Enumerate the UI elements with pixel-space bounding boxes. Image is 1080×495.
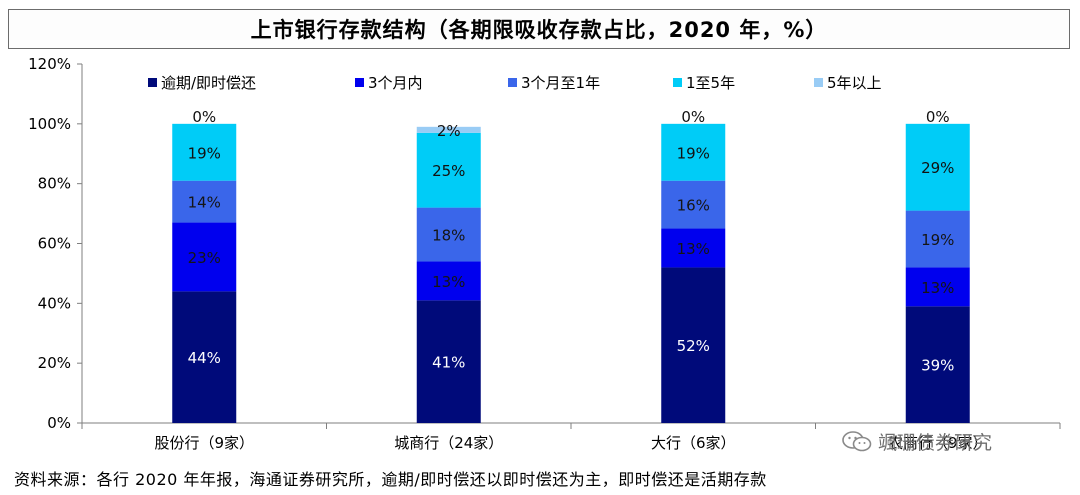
data-label: 23% (188, 249, 221, 267)
legend-label: 5年以上 (827, 74, 882, 92)
legend-label: 3个月至1年 (521, 74, 600, 92)
data-label: 19% (188, 144, 221, 162)
data-label: 19% (677, 144, 710, 162)
data-label: 2% (437, 122, 461, 140)
bar-segment (172, 291, 237, 423)
watermark: 颯珊债券研究 (842, 428, 992, 455)
x-tick-label: 农商行（9家） (888, 434, 988, 452)
data-label: 0% (192, 108, 216, 126)
chart-title: 上市银行存款结构（各期限吸收存款占比，2020 年，%） (250, 18, 828, 42)
legend-swatch (508, 78, 517, 87)
data-label: 13% (677, 240, 710, 258)
data-label: 44% (188, 349, 221, 367)
bar-segment (905, 306, 970, 423)
y-tick-label: 80% (38, 175, 71, 193)
bar-segment (905, 267, 970, 307)
bar-segment (905, 210, 970, 268)
data-label: 18% (432, 227, 465, 245)
legend-label: 1至5年 (686, 74, 735, 92)
source-footnote: 资料来源：各行 2020 年年报，海通证券研究所，逾期/即时偿还以即时偿还为主，… (14, 470, 767, 489)
data-label: 52% (677, 337, 710, 355)
bar-segment (416, 132, 481, 208)
legend-label: 3个月内 (368, 74, 423, 92)
data-label: 29% (921, 159, 954, 177)
bar-segment (172, 123, 237, 181)
legend-swatch (148, 78, 157, 87)
bar-segment (661, 180, 726, 229)
data-label: 25% (432, 162, 465, 180)
chart-title-bar: 上市银行存款结构（各期限吸收存款占比，2020 年，%） (8, 9, 1070, 49)
legend-swatch (673, 78, 682, 87)
data-label: 41% (432, 354, 465, 372)
legend-label: 逾期/即时偿还 (161, 74, 256, 92)
bar-segment (416, 126, 481, 133)
y-tick-label: 100% (28, 115, 71, 133)
x-tick-label: 城商行（24家） (394, 434, 503, 452)
bar-segment (661, 123, 726, 181)
data-label: 39% (921, 357, 954, 375)
x-tick-label: 大行（6家） (651, 434, 736, 452)
data-label: 14% (188, 194, 221, 212)
legend-swatch (355, 78, 364, 87)
y-tick-label: 120% (28, 55, 71, 73)
data-label: 0% (926, 108, 950, 126)
bar-segment (172, 222, 237, 292)
stacked-bar-chart: 0% 20% 40% 60% 80% 100% 120% 44% 23% 14% 19% 0% 股份行（… (28, 55, 1061, 452)
data-label: 16% (677, 197, 710, 215)
bar-segment (172, 180, 237, 223)
bar-segment (661, 228, 726, 268)
bar-segment (416, 261, 481, 301)
data-label: 13% (432, 273, 465, 291)
y-tick-label: 60% (38, 235, 71, 253)
y-tick-label: 40% (38, 294, 71, 312)
bar-segment (905, 123, 970, 211)
y-tick-label: 0% (47, 414, 71, 432)
bar-segment (416, 207, 481, 262)
wechat-icon (842, 430, 872, 451)
bar-segment (661, 267, 726, 423)
bar-segment (416, 300, 481, 423)
data-label: 19% (921, 231, 954, 249)
data-label: 0% (681, 108, 705, 126)
legend-swatch (814, 78, 823, 87)
watermark-text: 颯珊债券研究 (878, 432, 993, 454)
x-tick-label: 股份行（9家） (154, 434, 254, 452)
y-tick-label: 20% (38, 354, 71, 372)
data-label: 13% (921, 279, 954, 297)
